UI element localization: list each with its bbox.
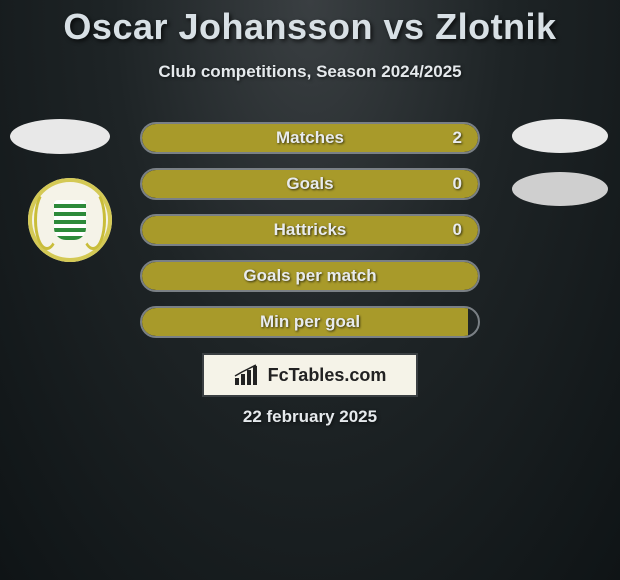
brand-text: FcTables.com bbox=[268, 365, 387, 386]
stat-value: 0 bbox=[453, 220, 462, 240]
player2-avatar-placeholder bbox=[512, 119, 608, 153]
stat-value: 0 bbox=[453, 174, 462, 194]
subtitle: Club competitions, Season 2024/2025 bbox=[0, 62, 620, 82]
stat-row-goals-per-match: Goals per match bbox=[140, 260, 480, 292]
brand-badge: FcTables.com bbox=[202, 353, 418, 397]
stat-label: Matches bbox=[276, 128, 344, 148]
stat-label: Goals per match bbox=[243, 266, 376, 286]
bars-icon bbox=[234, 364, 262, 386]
stat-value: 2 bbox=[453, 128, 462, 148]
player2-club-placeholder bbox=[512, 172, 608, 206]
stat-label: Hattricks bbox=[274, 220, 347, 240]
date-text: 22 february 2025 bbox=[0, 407, 620, 427]
player1-club-crest bbox=[28, 178, 112, 262]
page-title: Oscar Johansson vs Zlotnik bbox=[0, 0, 620, 48]
stat-row-min-per-goal: Min per goal bbox=[140, 306, 480, 338]
player1-avatar-placeholder bbox=[10, 119, 110, 154]
stat-row-goals: Goals 0 bbox=[140, 168, 480, 200]
stat-row-hattricks: Hattricks 0 bbox=[140, 214, 480, 246]
stat-label: Min per goal bbox=[260, 312, 360, 332]
stats-rows: Matches 2 Goals 0 Hattricks 0 Goals per … bbox=[140, 122, 480, 352]
stat-row-matches: Matches 2 bbox=[140, 122, 480, 154]
stat-label: Goals bbox=[286, 174, 333, 194]
